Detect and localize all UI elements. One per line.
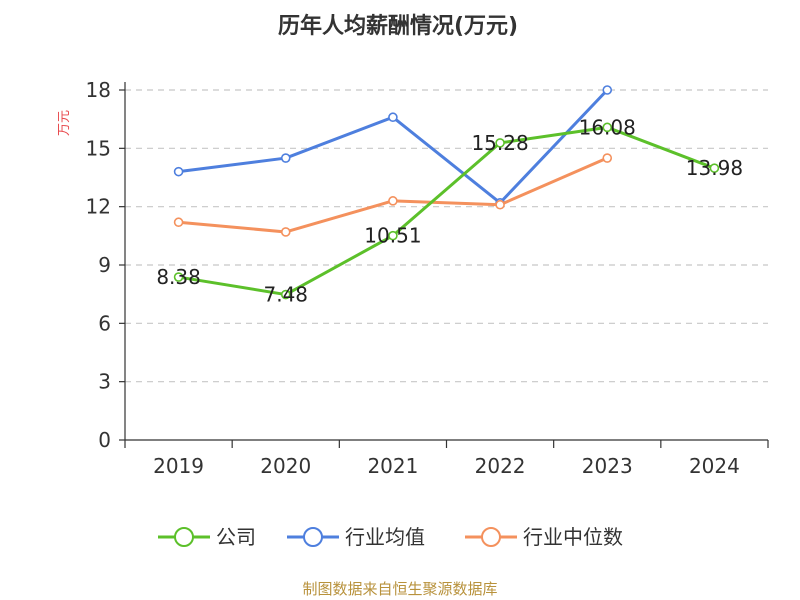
y-tick-labels: 0 3 6 9 12 15 18 [86,78,111,452]
legend-label: 行业中位数 [523,525,623,549]
x-tick-labels: 2019 2020 2021 2022 2023 2024 [153,454,740,478]
legend-marker [303,527,323,547]
x-tick-label: 2024 [689,454,740,478]
x-tick-label: 2020 [260,454,311,478]
data-point [388,230,398,241]
legend-marker [481,527,501,547]
data-label: 8.38 [156,265,201,289]
legend-item: 行业中位数 [465,525,623,549]
data-point [602,122,613,133]
y-tick-label: 9 [98,253,111,277]
data-point [602,153,613,163]
data-point [709,163,720,173]
data-point [173,272,184,282]
data-point [388,196,398,206]
data-point [602,85,613,95]
legend-marker [174,527,194,547]
data-point [173,217,184,228]
source-note: 制图数据来自恒生聚源数据库 [302,580,497,598]
y-tick-label: 3 [98,370,111,394]
data-label: 7.48 [263,283,308,307]
legend-label: 公司 [216,525,256,549]
legend-item: 行业均值 [287,525,425,549]
data-point [495,138,505,148]
x-tick-label: 2021 [367,454,418,478]
legend-item: 公司 [158,525,256,549]
data-point [495,199,505,210]
y-tick-label: 0 [98,428,111,452]
x-tick-label: 2019 [153,454,204,478]
axes [119,82,769,448]
series-line [178,156,608,234]
data-point [280,227,291,237]
chart-title: 历年人均薪酬情况(万元) [278,13,518,39]
data-label: 15.28 [471,131,528,155]
grid-lines [125,89,768,383]
x-tick-label: 2023 [582,454,633,478]
y-tick-label: 6 [98,311,111,335]
data-point [388,112,398,123]
legend: 公司 行业均值 行业中位数 [158,525,623,549]
series-layer [173,85,720,300]
x-tick-label: 2022 [475,454,526,478]
data-label: 10.51 [364,224,421,248]
series-line [178,125,715,297]
legend-label: 行业均值 [345,525,425,549]
y-tick-label: 12 [86,195,111,219]
data-labels: 8.38 7.48 10.51 15.28 16.08 13.98 [156,115,743,306]
data-label: 16.08 [579,115,636,139]
data-point [173,166,184,177]
data-point [280,153,291,163]
data-point [280,289,291,300]
y-axis-label: 万元 [57,110,72,136]
data-label: 13.98 [686,156,743,180]
y-tick-label: 18 [86,78,111,102]
y-tick-label: 15 [86,136,111,160]
